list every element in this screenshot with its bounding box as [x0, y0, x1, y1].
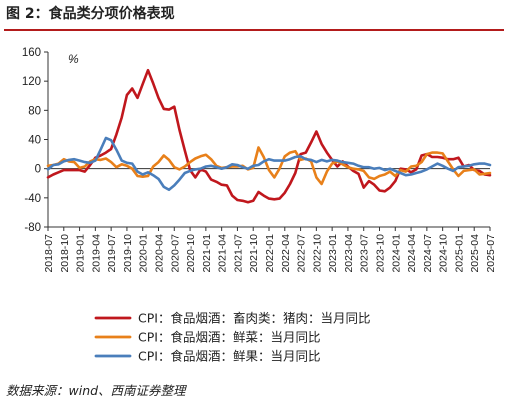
y-tick-label: -40: [24, 193, 41, 205]
y-unit-label: %: [68, 52, 79, 66]
x-tick-label: 2019-04: [90, 234, 102, 273]
x-tick-label: 2021-04: [217, 234, 229, 273]
x-tick-label: 2024-10: [438, 234, 450, 273]
x-tick-label: 2021-10: [248, 234, 260, 273]
x-tick-label: 2022-04: [280, 234, 292, 273]
x-tick-label: 2019-07: [106, 234, 118, 273]
x-tick-label: 2025-01: [453, 234, 465, 273]
y-tick-label: 0: [35, 164, 41, 176]
x-tick-label: 2020-04: [154, 234, 166, 273]
x-tick-label: 2024-07: [422, 234, 434, 273]
x-tick-label: 2023-10: [375, 234, 387, 273]
x-tick-label: 2022-01: [264, 234, 276, 273]
legend: CPI：食品烟酒：畜肉类：猪肉：当月同比 CPI：食品烟酒：鲜菜：当月同比 CPI：…: [94, 311, 370, 364]
x-tick-label: 2018-07: [43, 234, 55, 273]
figure-title: 图 2：食品类分项价格表现: [6, 6, 175, 22]
x-tick-label: 2020-07: [169, 234, 181, 273]
source-note: 数据来源：wind、西南证券整理: [6, 383, 186, 398]
x-tick-label: 2023-04: [343, 234, 355, 273]
y-tick-label: 80: [28, 105, 41, 117]
y-tick-label: 120: [22, 76, 41, 88]
series-line-1: [46, 68, 492, 204]
legend-label-1: CPI：食品烟酒：畜肉类：猪肉：当月同比: [138, 311, 370, 326]
x-tick-label: 2024-01: [390, 234, 402, 273]
x-tick-label: 2021-07: [232, 234, 244, 273]
legend-label-2: CPI：食品烟酒：鲜菜：当月同比: [138, 330, 320, 345]
y-tick-label: -80: [24, 222, 41, 234]
y-tick-label: 160: [22, 47, 41, 59]
x-tick-label: 2025-07: [485, 234, 497, 273]
series-lines: [46, 68, 492, 204]
x-tick-label: 2020-01: [138, 234, 150, 273]
series-line-3: [46, 136, 492, 192]
x-tick-label: 2022-07: [296, 234, 308, 273]
x-tick-label: 2019-10: [122, 234, 134, 273]
x-tick-label: 2024-04: [406, 234, 418, 273]
x-tick-label: 2021-01: [201, 234, 213, 273]
x-tick-label: 2022-10: [311, 234, 323, 273]
x-tick-label: 2019-01: [75, 234, 87, 273]
x-tick-label: 2018-10: [59, 234, 71, 273]
y-tick-label: 40: [28, 135, 41, 147]
x-tick-label: 2020-10: [185, 234, 197, 273]
x-tick-label: 2023-01: [327, 234, 339, 273]
x-tick-label: 2025-04: [469, 234, 481, 273]
series-line-2: [46, 146, 492, 186]
legend-label-3: CPI：食品烟酒：鲜果：当月同比: [138, 349, 320, 364]
title-rule: [4, 29, 504, 31]
x-tick-label: 2023-07: [359, 234, 371, 273]
